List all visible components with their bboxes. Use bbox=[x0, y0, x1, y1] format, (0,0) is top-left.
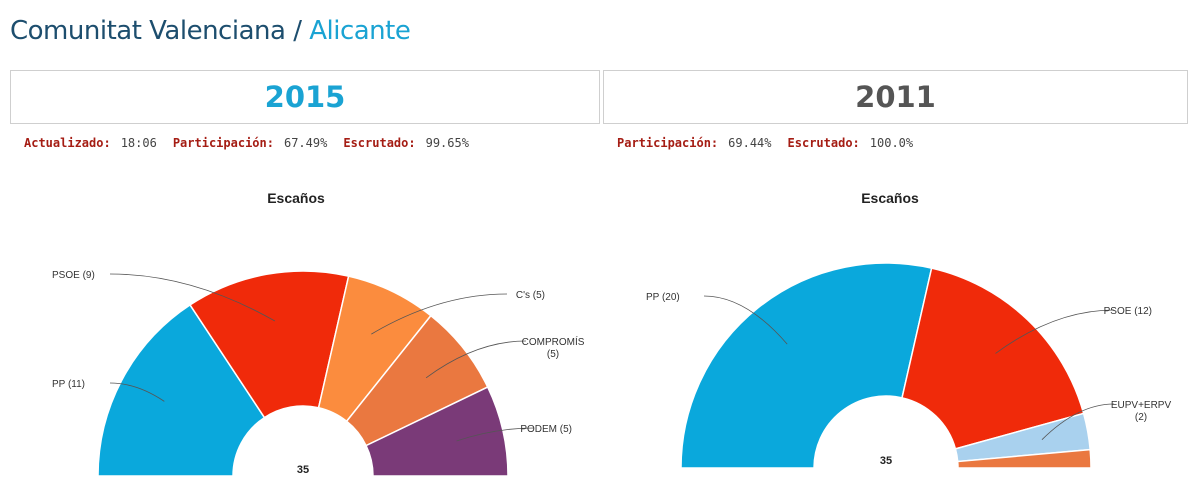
results-panel-2011: 2011 Participación: 69.44% Escrutado: 10… bbox=[603, 70, 1188, 477]
slice-label-comprom-s: COMPROMÍS (5) bbox=[522, 335, 585, 360]
slice-pp[interactable] bbox=[680, 262, 933, 469]
slice-podem[interactable] bbox=[365, 386, 509, 477]
slice-label-pp: PP (11) bbox=[52, 379, 85, 390]
slice-label-c-s: C's (5) bbox=[516, 290, 545, 301]
stat-label-participation: Participación: bbox=[617, 136, 719, 150]
stat-value-participation: 67.49% bbox=[283, 136, 328, 150]
label-connector bbox=[425, 340, 527, 379]
chart-title: Escaños bbox=[861, 190, 919, 206]
stat-value-counted: 99.65% bbox=[425, 136, 469, 150]
breadcrumb: Comunitat Valenciana / Alicante bbox=[10, 16, 411, 46]
stat-value-participation: 69.44% bbox=[728, 136, 772, 150]
stat-label-counted: Escrutado: bbox=[787, 136, 860, 150]
breadcrumb-province: Alicante bbox=[309, 16, 411, 46]
label-connector bbox=[371, 293, 508, 335]
label-connector bbox=[109, 382, 165, 402]
chart-title: Escaños bbox=[267, 190, 325, 206]
year-tab-2015[interactable]: 2015 bbox=[10, 70, 600, 124]
seats-total: 35 bbox=[297, 464, 309, 476]
breadcrumb-separator: / bbox=[293, 16, 302, 46]
stat-label-participation: Participación: bbox=[172, 136, 274, 150]
stat-value-updated: 18:06 bbox=[120, 136, 157, 150]
stat-value-counted: 100.0% bbox=[869, 136, 914, 150]
slice-label-psoe: PSOE (9) bbox=[52, 270, 95, 281]
slice-label-pp: PP (20) bbox=[646, 292, 680, 303]
seats-total: 35 bbox=[880, 455, 892, 467]
slice-other-3[interactable] bbox=[956, 448, 1092, 469]
stats-bar-2015: Actualizado: 18:06 Participación: 67.49%… bbox=[24, 136, 600, 150]
stat-label-updated: Actualizado: bbox=[24, 136, 111, 150]
slice-psoe[interactable] bbox=[901, 267, 1085, 450]
slice-label-psoe: PSOE (12) bbox=[1104, 306, 1152, 317]
results-panel-2015: 2015 Actualizado: 18:06 Participación: 6… bbox=[10, 70, 600, 477]
slice-label-eupv-erpv: EUPV+ERPV (2) bbox=[1111, 400, 1172, 423]
stat-label-counted: Escrutado: bbox=[343, 136, 416, 150]
seats-chart-2015: Escaños PP (11) PSOE (9) C's (5) COMPROMÍS (5… bbox=[52, 190, 585, 477]
label-connector bbox=[456, 427, 535, 442]
label-connector bbox=[703, 295, 788, 345]
slice-pp[interactable] bbox=[97, 303, 266, 477]
breadcrumb-region[interactable]: Comunitat Valenciana bbox=[10, 16, 286, 46]
slice-psoe[interactable] bbox=[189, 270, 350, 419]
stats-bar-2011: Participación: 69.44% Escrutado: 100.0% bbox=[617, 136, 1188, 150]
year-tab-2011[interactable]: 2011 bbox=[603, 70, 1188, 124]
label-connector bbox=[109, 273, 276, 322]
label-connector bbox=[1041, 403, 1115, 440]
seats-chart-2011: Escaños PP (20) PSOE (12) EUPV+ERPV (2) 35 bbox=[646, 190, 1172, 469]
label-connector bbox=[995, 309, 1115, 354]
slice-label-podem: PODEM (5) bbox=[520, 424, 572, 435]
